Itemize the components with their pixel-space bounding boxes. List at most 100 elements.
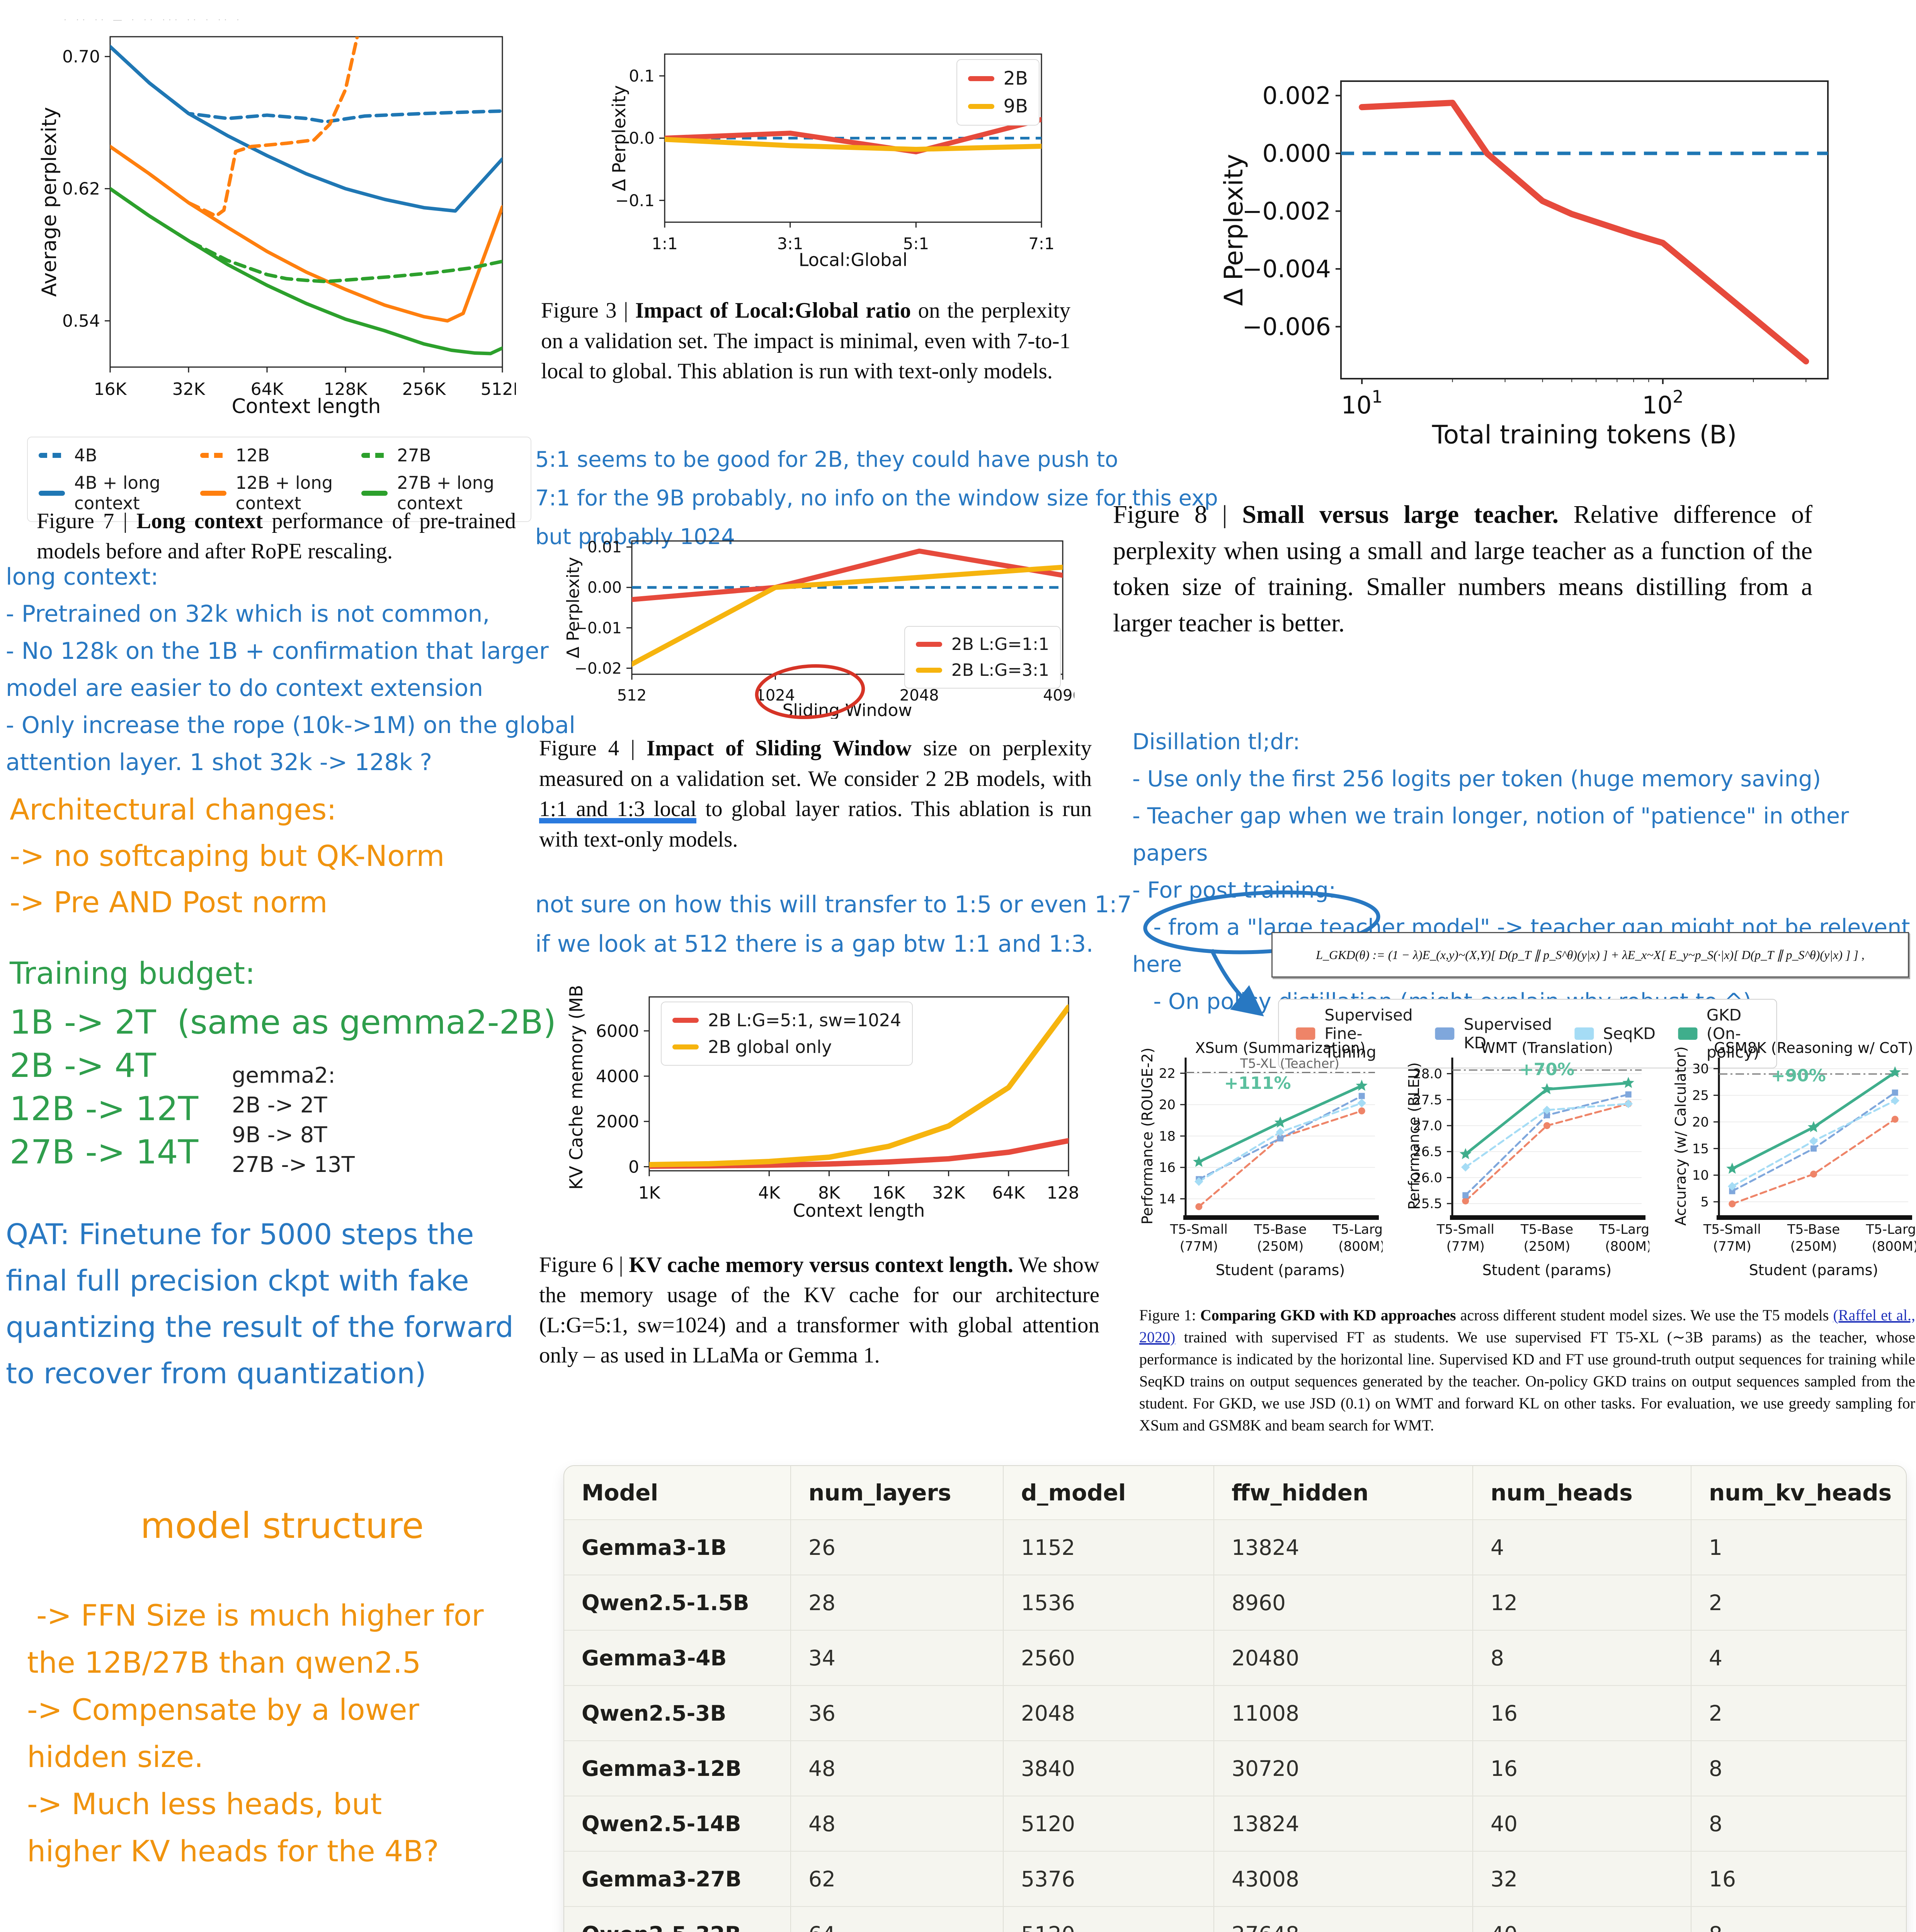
table-header-cell: d_model: [1003, 1466, 1213, 1519]
legend-swatch: [39, 453, 65, 458]
wmt-plot: WMT (Translation) 25.5 26.0 26.5 27.0 27.5 28.…: [1406, 1039, 1657, 1279]
svg-text:16K: 16K: [94, 379, 127, 399]
note-local-global-ratio: 5:1 seems to be good for 2B, they could …: [535, 440, 1218, 556]
raffel-citation-link[interactable]: (Raffel et al., 2020): [1139, 1306, 1916, 1346]
svg-text:5:1: 5:1: [903, 234, 929, 253]
svg-text:+111%: +111%: [1224, 1073, 1291, 1093]
note-line: Architectural changes:: [10, 793, 337, 827]
svg-text:Accuracy (w/ Calculator): Accuracy (w/ Calculator): [1673, 1046, 1689, 1226]
svg-text:512K: 512K: [481, 379, 516, 399]
svg-text:Δ Perplexity: Δ Perplexity: [1219, 154, 1249, 306]
figure6-legend: 2B L:G=5:1, sw=1024 2B global only: [661, 1002, 913, 1066]
table-cell: Gemma3-27B: [582, 1866, 742, 1891]
note-line: to recover from quantization): [6, 1357, 426, 1390]
svg-text:T5-Base: T5-Base: [1787, 1222, 1840, 1237]
table-cell: 8: [1472, 1631, 1691, 1685]
table-cell: 4: [1691, 1631, 1906, 1685]
svg-text:0.54: 0.54: [62, 311, 100, 331]
gkd-figure-caption: Figure 1: Comparing GKD with KD approach…: [1139, 1304, 1915, 1436]
svg-text:1:1: 1:1: [652, 234, 678, 253]
figure4-sliding-window-chart: 2B L:G=1:1 2B L:G=3:1 0.01 0.00 −0.01 −0.02 5…: [560, 535, 1082, 720]
svg-text:7:1: 7:1: [1028, 234, 1055, 253]
note-line: 9B -> 8T: [232, 1122, 327, 1148]
svg-text:T5-Large: T5-Large: [1332, 1222, 1383, 1237]
legend-item: 27B: [361, 445, 520, 466]
svg-text:0.01: 0.01: [587, 539, 622, 556]
svg-text:−0.006: −0.006: [1242, 313, 1331, 341]
note-line: 7:1 for the 9B probably, no info on the …: [535, 486, 1218, 511]
note-line: final full precision ckpt with fake: [6, 1264, 469, 1298]
svg-text:Student (params): Student (params): [1216, 1262, 1345, 1279]
fig7-plot: 0.70 0.62 0.54 16K 32K 64K 128K 256K 512K Context…: [38, 36, 525, 418]
note-model-structure: -> FFN Size is much higher for the 12B/27…: [27, 1592, 484, 1875]
note-line: - No 128k on the 1B + confirmation that …: [6, 638, 549, 665]
svg-text:102: 102: [1642, 387, 1683, 419]
legend-item: 2B L:G=1:1: [915, 634, 1049, 654]
legend-label: 27B: [397, 445, 431, 466]
legend-label: 27B + long context: [397, 473, 494, 514]
legend-label: 4B: [74, 445, 97, 466]
table-cell: 1152: [1003, 1520, 1213, 1575]
caption-text: to global layer ratios. This ablation is…: [539, 797, 1092, 852]
svg-text:5: 5: [1700, 1194, 1709, 1210]
table-cell: Gemma3-4B: [582, 1645, 727, 1670]
legend-item: GKD (On-policy): [1678, 1006, 1759, 1061]
svg-text:T5-Small: T5-Small: [1170, 1222, 1228, 1237]
svg-text:512: 512: [617, 687, 647, 704]
svg-text:10: 10: [1692, 1168, 1709, 1183]
caption-text: Impact of Local:Global ratio: [635, 298, 911, 323]
svg-text:27.0: 27.0: [1413, 1118, 1442, 1134]
caption-text: trained with supervised FT as students. …: [1139, 1328, 1915, 1434]
table-row: Qwen2.5-32B64512027648408: [564, 1906, 1906, 1932]
svg-text:Δ Perplexity: Δ Perplexity: [563, 557, 583, 658]
table-row: Qwen2.5-3B 36 2048 11008 16 2: [564, 1685, 1906, 1740]
svg-text:101: 101: [1341, 387, 1383, 419]
legend-swatch: [39, 490, 65, 496]
svg-text:25.5: 25.5: [1413, 1196, 1442, 1212]
note-line: - Pretrained on 32k which is not common,: [6, 600, 490, 628]
svg-text:0.70: 0.70: [62, 47, 100, 67]
svg-text:8K: 8K: [818, 1183, 841, 1203]
table-cell: 20480: [1213, 1631, 1472, 1685]
svg-text:−0.002: −0.002: [1242, 197, 1331, 225]
table-cell: Qwen2.5-32B: [564, 1907, 790, 1932]
svg-text:T5-Base: T5-Base: [1520, 1222, 1573, 1237]
svg-text:(77M): (77M): [1713, 1239, 1751, 1254]
figure8-caption: Figure 8 | Small versus large teacher. R…: [1113, 497, 1812, 641]
gkd-loss-formula: L_GKD(θ) := (1 − λ)E_(x,y)~(X,Y)[ D(p_T …: [1271, 932, 1909, 978]
caption-text: performance of pre-trained models before…: [37, 509, 516, 563]
svg-text:+70%: +70%: [1520, 1060, 1574, 1080]
caption-text: Figure 3 |: [541, 298, 635, 323]
svg-text:18: 18: [1159, 1129, 1176, 1144]
note-long-context: long context: - Pretrained on 32k which i…: [6, 558, 575, 781]
caption-text: Figure 8 |: [1113, 500, 1242, 529]
note-line: 27B -> 14T: [10, 1133, 199, 1172]
svg-text:1K: 1K: [638, 1183, 661, 1203]
caption-text: We show the memory usage of the KV cache…: [539, 1253, 1099, 1368]
note-line: -> no softcaping but QK-Norm: [10, 839, 445, 873]
note-qat: QAT: Finetune for 5000 steps the final fu…: [6, 1211, 514, 1397]
svg-text:GSM8K (Reasoning w/ CoT): GSM8K (Reasoning w/ CoT): [1714, 1039, 1913, 1056]
legend-item: 2B global only: [672, 1037, 901, 1057]
svg-text:(800M): (800M): [1338, 1239, 1383, 1254]
note-line: -> FFN Size is much higher for: [27, 1598, 484, 1633]
caption-text: Figure 4 |: [539, 736, 647, 760]
legend-swatch: [361, 490, 388, 496]
svg-text:−0.1: −0.1: [615, 191, 655, 210]
model-structure-table: Model num_layers d_model ffw_hidden num_head…: [563, 1465, 1907, 1932]
caption-text: Figure 6 |: [539, 1253, 629, 1277]
note-line: 2B -> 2T: [232, 1093, 327, 1118]
note-line: higher KV heads for the 4B?: [27, 1834, 439, 1868]
table-cell: 2048: [1003, 1686, 1213, 1740]
note-line: QAT: Finetune for 5000 steps the: [6, 1218, 474, 1251]
table-cell: 32: [1472, 1852, 1691, 1906]
figure6-caption: Figure 6 | KV cache memory versus contex…: [539, 1250, 1099, 1371]
gkd-figure: Supervised Fine-Tuning Supervised KD SeqKD…: [1139, 999, 1916, 1463]
legend-label: Supervised Fine-Tuning: [1324, 1006, 1413, 1061]
legend-swatch: [1574, 1027, 1594, 1040]
fig3-plot: 0.1 0.0 −0.1 1:1 3:1 5:1 7:1 Local:Global Δ Perp…: [609, 53, 1055, 270]
legend-label: 2B global only: [708, 1037, 832, 1057]
fig8-plot: 0.002 0.000 −0.002 −0.004 −0.006 101 102Total …: [1219, 80, 1829, 449]
svg-text:Average perplexity: Average perplexity: [38, 107, 61, 297]
note-sliding-window: not sure on how this will transfer to 1:…: [535, 885, 1132, 964]
